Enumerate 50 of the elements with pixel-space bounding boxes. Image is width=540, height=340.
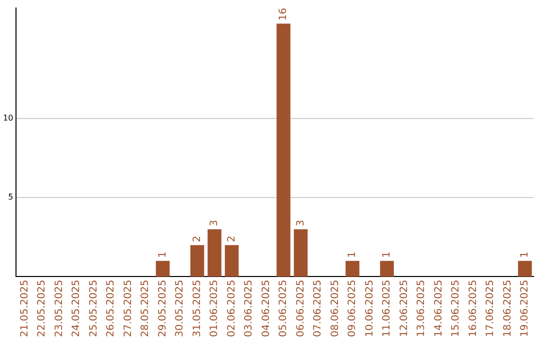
data-label: 1 (520, 252, 531, 258)
y-tick-label: 5 (8, 192, 14, 202)
x-tick-label: 28.05.2025 (140, 280, 152, 338)
x-tick-label: 26.05.2025 (106, 280, 117, 338)
x-tick-label: 15.06.2025 (450, 280, 462, 338)
data-label: 16 (278, 8, 290, 21)
x-tick-label: 13.06.2025 (416, 280, 428, 338)
data-label: 3 (295, 220, 306, 226)
bar (518, 260, 532, 277)
x-tick-label: 24.05.2025 (71, 280, 82, 338)
bar (208, 229, 222, 277)
x-tick-label: 01.06.2025 (209, 280, 220, 338)
x-tick-label: 16.06.2025 (468, 280, 479, 338)
x-tick-label: 31.05.2025 (192, 280, 203, 338)
x-tick-label: 07.06.2025 (312, 280, 324, 338)
x-tick-label: 30.05.2025 (174, 280, 186, 338)
x-tick-label: 02.06.2025 (226, 280, 238, 338)
x-tick-label: 29.05.2025 (157, 280, 168, 338)
x-tick-label: 25.05.2025 (88, 280, 100, 338)
x-tick-label: 12.06.2025 (398, 280, 410, 338)
bar (276, 24, 290, 277)
bar (224, 245, 239, 277)
x-tick-label: 23.05.2025 (54, 280, 65, 338)
x-tick-label: 04.06.2025 (260, 280, 272, 338)
x-tick-label: 14.06.2025 (433, 280, 444, 338)
bar (294, 229, 308, 277)
data-label: 2 (192, 236, 203, 242)
bar (380, 260, 394, 277)
bar (346, 260, 360, 277)
data-label: 1 (347, 252, 358, 258)
data-label: 2 (226, 236, 238, 242)
x-tick-label: 06.06.2025 (295, 280, 306, 338)
x-tick-label: 03.06.2025 (244, 280, 255, 338)
x-tick-label: 17.06.2025 (485, 280, 496, 338)
x-tick-label: 05.06.2025 (278, 280, 290, 338)
x-tick-label: 11.06.2025 (382, 280, 393, 338)
x-tick-label: 27.05.2025 (122, 280, 134, 338)
x-tick-label: 21.05.2025 (19, 280, 30, 338)
data-label: 3 (209, 220, 220, 226)
data-label: 1 (157, 252, 168, 258)
x-tick-label: 09.06.2025 (347, 280, 358, 338)
x-tick-label: 10.06.2025 (364, 280, 376, 338)
x-tick-label: 08.06.2025 (330, 280, 341, 338)
x-tick-label: 19.06.2025 (520, 280, 531, 338)
x-tick-label: 18.06.2025 (502, 280, 514, 338)
bar (190, 245, 204, 277)
y-tick-label: 10 (2, 114, 14, 123)
x-tick-label: 22.05.2025 (36, 280, 48, 338)
data-label: 1 (382, 252, 393, 258)
bar (156, 260, 170, 277)
